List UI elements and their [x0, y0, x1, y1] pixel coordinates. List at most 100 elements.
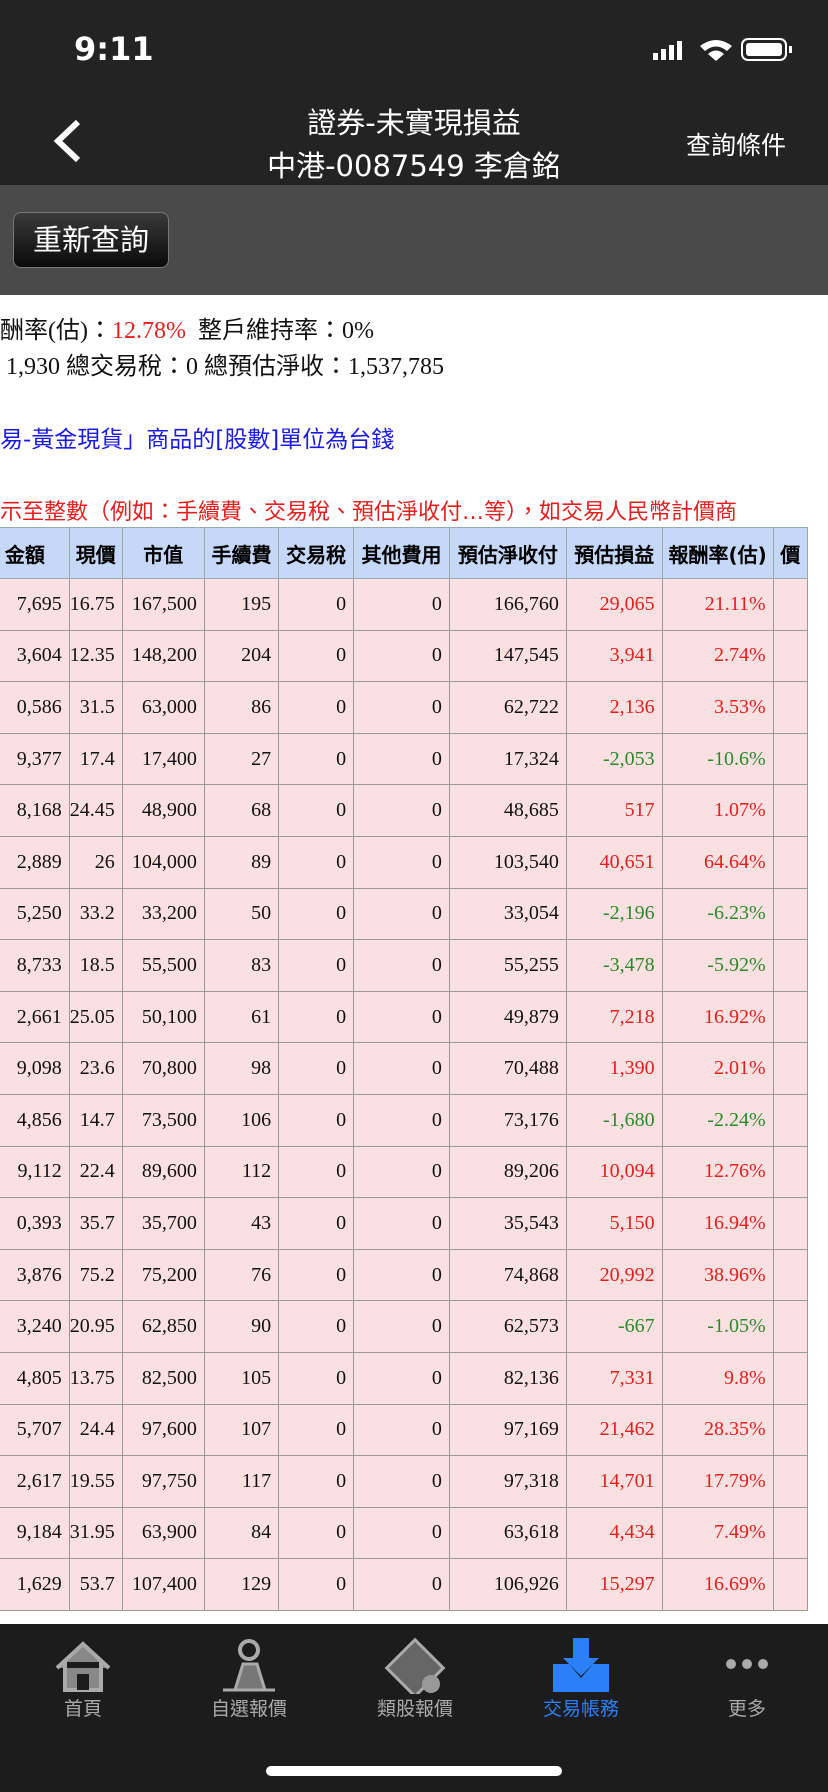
table-cell: 5,150 — [565, 1197, 663, 1250]
clipped-cell — [772, 1248, 809, 1302]
table-cell: 20,992 — [565, 1248, 663, 1302]
tab[interactable]: 更多 — [664, 1624, 828, 1721]
table-row: 8,733 18.5 55,500 83 0 0 55,255 -3,478 -5.92% — [0, 939, 809, 992]
tab-bar: 首頁 自選報價 類股報價 交易帳務 更多 — [0, 1624, 828, 1792]
back-button[interactable] — [50, 118, 84, 164]
table-row: 5,250 33.2 33,200 50 0 0 33,054 -2,196 -6.23% — [0, 887, 809, 941]
table-cell: 21,462 — [565, 1403, 663, 1457]
table-cell: 0 — [353, 681, 450, 734]
clipped-cell — [772, 887, 809, 941]
table-cell: 35,700 — [121, 1197, 205, 1250]
table-cell: 0 — [278, 1197, 355, 1250]
column-header: 交易稅 — [278, 527, 355, 579]
table-cell: 16.92% — [661, 990, 774, 1044]
table-cell: 105 — [203, 1351, 280, 1405]
table-cell: 97,318 — [448, 1455, 567, 1508]
table-cell: -667 — [565, 1300, 663, 1353]
clipped-cell — [772, 1403, 809, 1457]
table-cell: 0 — [353, 1042, 450, 1095]
table-cell: 106,926 — [448, 1558, 567, 1611]
tab-icon — [223, 1639, 275, 1692]
table-cell: 0 — [278, 1300, 355, 1353]
table-cell: 2,617 — [0, 1455, 70, 1508]
table-row: 8,168 24.45 48,900 68 0 0 48,685 517 1.07% — [0, 784, 809, 837]
table-cell: 0,586 — [0, 681, 70, 734]
table-cell: 24.4 — [68, 1403, 123, 1457]
table-cell: 7,331 — [565, 1351, 663, 1405]
table-cell: 0 — [353, 1300, 450, 1353]
table-cell: 73,500 — [121, 1093, 205, 1147]
column-header: 價 — [772, 527, 809, 579]
clipped-cell — [772, 1351, 809, 1405]
home-indicator — [266, 1766, 562, 1776]
table-cell: 73,176 — [448, 1093, 567, 1147]
table-cell: 48,900 — [121, 784, 205, 837]
table-cell: 70,488 — [448, 1042, 567, 1095]
tab-label: 首頁 — [63, 1698, 102, 1720]
table-cell: 90 — [203, 1300, 280, 1353]
clipped-cell — [772, 1455, 809, 1508]
table-cell: 0 — [278, 1145, 355, 1199]
nav-header: 9:11 證券-未實現損益 中港-0087549 李倉銘 查詢條件 — [0, 0, 828, 185]
table-cell: 0 — [353, 990, 450, 1044]
table-cell: 104,000 — [121, 835, 205, 889]
table-cell: 33,200 — [121, 887, 205, 941]
table-cell: 43 — [203, 1197, 280, 1250]
table-cell: 0 — [278, 629, 355, 683]
table-cell: 0 — [353, 1197, 450, 1250]
table-cell: 1.07% — [661, 784, 774, 837]
table-cell: 4,805 — [0, 1351, 70, 1405]
tab-icon — [553, 1638, 609, 1692]
requery-button[interactable]: 重新查詢 — [13, 212, 169, 268]
table-cell: 97,169 — [448, 1403, 567, 1457]
table-cell: 97,750 — [121, 1455, 205, 1508]
summary-label: 整戶維持率：0% — [197, 318, 374, 344]
table-cell: 0 — [353, 835, 450, 889]
table-cell: 19.55 — [68, 1455, 123, 1508]
table-cell: -5.92% — [661, 939, 774, 992]
column-header: 市值 — [121, 527, 205, 579]
table-cell: 31.5 — [68, 681, 123, 734]
status-time: 9:11 — [74, 30, 154, 68]
table-cell: 86 — [203, 681, 280, 734]
table-cell: 129 — [203, 1558, 280, 1611]
table-cell: 63,900 — [121, 1506, 205, 1560]
table-cell: 0 — [353, 1248, 450, 1302]
table-cell: 3,941 — [565, 629, 663, 683]
query-button[interactable]: 查詢條件 — [685, 131, 786, 160]
table-cell: 0 — [278, 939, 355, 992]
tab[interactable]: 自選報價 — [166, 1624, 332, 1721]
table-cell: 50 — [203, 887, 280, 941]
table-cell: 112 — [203, 1145, 280, 1199]
table-cell: 31.95 — [68, 1506, 123, 1560]
table-cell: 22.4 — [68, 1145, 123, 1199]
table-cell: 48,685 — [448, 784, 567, 837]
table-cell: 12.35 — [68, 629, 123, 683]
table-cell: 9,112 — [0, 1145, 70, 1199]
tab[interactable]: 交易帳務 — [498, 1624, 664, 1721]
table-row: 2,617 19.55 97,750 117 0 0 97,318 14,701 17.79% — [0, 1455, 809, 1508]
table-cell: 84 — [203, 1506, 280, 1560]
page-title: 證券-未實現損益 — [307, 106, 521, 140]
tab[interactable]: 類股報價 — [332, 1624, 498, 1721]
note: 易-黃金現貨」商品的[股數]單位為台錢 — [0, 427, 395, 453]
table-cell: 0 — [278, 990, 355, 1044]
table-cell: 167,500 — [121, 578, 205, 631]
clipped-cell — [772, 784, 809, 837]
table-cell: 0 — [353, 578, 450, 631]
table-cell: 75,200 — [121, 1248, 205, 1302]
table-cell: 25.05 — [68, 990, 123, 1044]
table-cell: 0 — [278, 1403, 355, 1457]
table-cell: -1.05% — [661, 1300, 774, 1353]
table-cell: 82,500 — [121, 1351, 205, 1405]
tab[interactable]: 首頁 — [0, 1624, 166, 1721]
note: 示至整數（例如：手續費、交易稅、預估淨收付…等），如交易人民幣計價商 — [0, 500, 738, 525]
table-cell: 0 — [278, 1042, 355, 1095]
summary-line: 1,930 總交易稅：0 總預估淨收：1,537,785 — [6, 354, 444, 380]
table-cell: 0 — [278, 578, 355, 631]
table-cell: 147,545 — [448, 629, 567, 683]
table-row: 4,856 14.7 73,500 106 0 0 73,176 -1,680 -2.24% — [0, 1093, 809, 1147]
table-row: 2,661 25.05 50,100 61 0 0 49,879 7,218 16.92% — [0, 990, 809, 1044]
table-cell: -2,053 — [565, 732, 663, 786]
table-cell: 10,094 — [565, 1145, 663, 1199]
